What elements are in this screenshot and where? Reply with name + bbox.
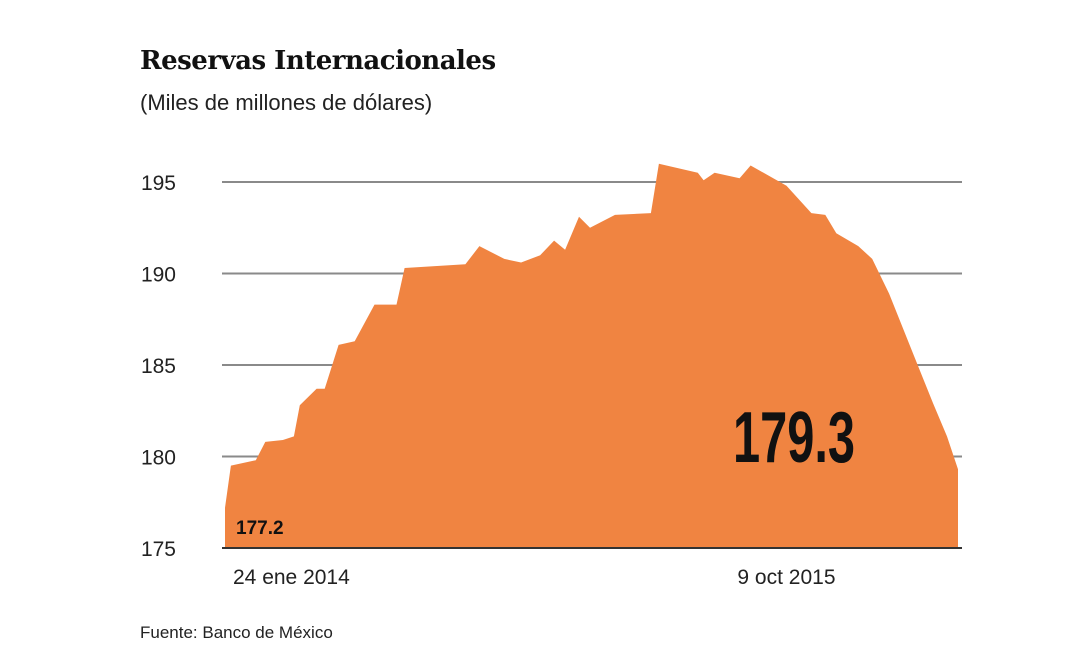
area-series bbox=[222, 163, 962, 549]
start-value-label: 177.2 bbox=[236, 518, 284, 539]
chart-title: Reservas Internacionales bbox=[140, 46, 496, 76]
chart-subtitle: (Miles de millones de dólares) bbox=[140, 90, 433, 115]
x-axis: 24 ene 2014 9 oct 2015 bbox=[233, 566, 836, 589]
end-value-label: 179.3 bbox=[733, 398, 855, 478]
area-fill bbox=[225, 163, 958, 548]
y-tick-label: 180 bbox=[141, 447, 176, 470]
y-tick-label: 195 bbox=[141, 172, 176, 195]
y-tick-label: 175 bbox=[141, 538, 176, 561]
source-note: Fuente: Banco de México bbox=[140, 623, 333, 642]
y-tick-label: 185 bbox=[141, 355, 176, 378]
x-tick-label: 24 ene 2014 bbox=[233, 566, 350, 589]
x-tick-label: 9 oct 2015 bbox=[737, 566, 835, 589]
y-axis: 175 180 185 190 195 bbox=[141, 172, 176, 561]
y-tick-label: 190 bbox=[141, 264, 176, 287]
